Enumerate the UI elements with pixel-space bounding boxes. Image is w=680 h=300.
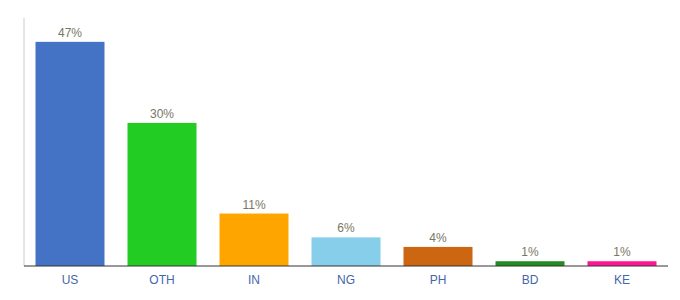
x-axis-line: [24, 266, 668, 267]
x-tick-label: PH: [430, 273, 447, 287]
x-tick-labels: US OTH IN NG PH BD KE: [62, 273, 630, 287]
data-labels: 47% 30% 11% 6% 4% 1% 1%: [58, 26, 631, 259]
bar: [496, 261, 565, 266]
bar: [36, 42, 105, 266]
data-label: 1%: [521, 245, 539, 259]
bar: [128, 123, 197, 266]
bar: [220, 214, 289, 266]
x-tick-label: NG: [337, 273, 355, 287]
data-label: 30%: [150, 107, 174, 121]
data-label: 1%: [613, 245, 631, 259]
chart-svg: 47% 30% 11% 6% 4% 1% 1% US OTH IN NG PH BD KE: [0, 0, 680, 300]
bars: [36, 42, 657, 266]
x-tick-label: BD: [522, 273, 539, 287]
x-tick-label: OTH: [149, 273, 174, 287]
chart-container: 47% 30% 11% 6% 4% 1% 1% US OTH IN NG PH BD KE: [0, 0, 680, 300]
x-tick-label: IN: [248, 273, 260, 287]
bar: [312, 237, 381, 266]
bar: [588, 261, 657, 266]
data-label: 47%: [58, 26, 82, 40]
data-label: 11%: [242, 198, 265, 212]
x-tick-label: KE: [614, 273, 630, 287]
bar: [404, 247, 473, 266]
y-axis-line: [24, 18, 25, 266]
x-tick-label: US: [62, 273, 79, 287]
data-label: 6%: [337, 221, 355, 235]
data-label: 4%: [429, 231, 447, 245]
